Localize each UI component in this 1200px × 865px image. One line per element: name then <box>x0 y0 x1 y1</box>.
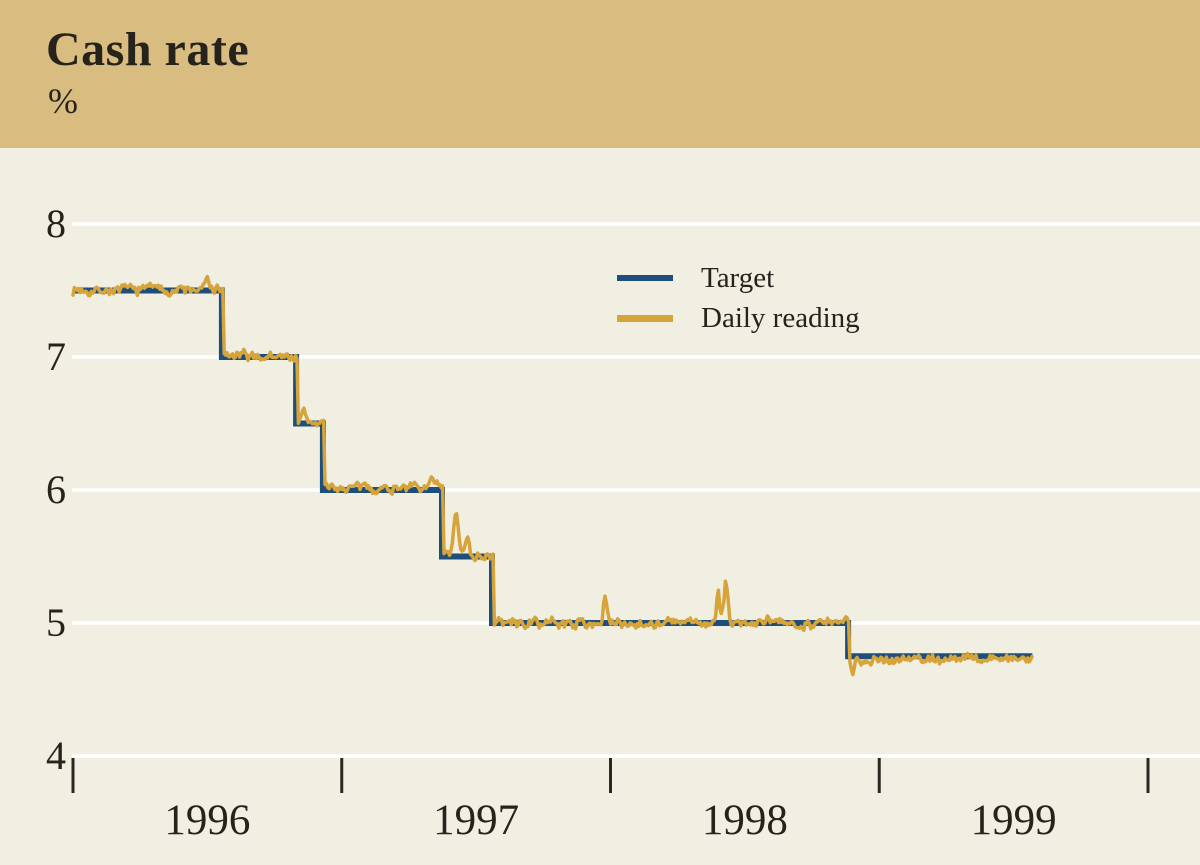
target-line-swatch <box>617 275 673 281</box>
y-tick-label-7: 7 <box>46 334 66 379</box>
y-tick-label-4: 4 <box>46 733 66 778</box>
target-series-line <box>73 287 1033 660</box>
legend-label-target: Target <box>701 261 775 294</box>
y-tick-label-5: 5 <box>46 600 66 645</box>
legend: Target Daily reading <box>617 260 860 340</box>
x-tick-label-1996: 1996 <box>164 797 251 844</box>
legend-label-daily-reading: Daily reading <box>701 301 860 334</box>
x-tick-label-1999: 1999 <box>970 797 1057 844</box>
header-band: Cash rate % <box>0 0 1200 148</box>
daily-reading-series-line <box>71 274 1034 677</box>
y-axis-unit-label: % <box>48 81 78 121</box>
legend-item-target: Target <box>617 260 860 296</box>
y-tick-label-6: 6 <box>46 467 66 512</box>
legend-item-daily-reading: Daily reading <box>617 300 860 336</box>
x-tick-label-1997: 1997 <box>433 797 520 844</box>
y-tick-label-8: 8 <box>46 201 66 246</box>
daily-reading-line-swatch <box>617 314 673 322</box>
page-title: Cash rate <box>46 23 250 76</box>
x-tick-label-1998: 1998 <box>701 797 788 844</box>
